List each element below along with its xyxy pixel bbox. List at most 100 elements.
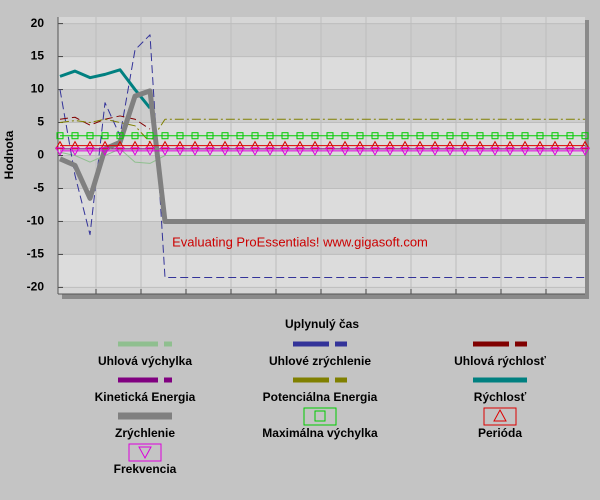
y-tick-label: -5 [33, 181, 44, 195]
marker [461, 132, 469, 140]
marker [190, 147, 200, 156]
legend-label: Maximálna výchylka [262, 426, 378, 440]
marker [341, 132, 349, 140]
marker [296, 132, 304, 140]
marker [221, 132, 229, 140]
legend-label: Potenciálna Energia [263, 390, 378, 404]
legend-label: Rýchlosť [474, 390, 527, 404]
marker [431, 132, 439, 140]
marker [401, 132, 409, 140]
marker [310, 147, 320, 156]
marker [490, 147, 500, 156]
marker [295, 140, 305, 150]
marker [116, 132, 124, 140]
marker [445, 140, 455, 150]
y-tick-label: 5 [37, 115, 44, 129]
y-tick-label: 0 [37, 148, 44, 162]
marker [446, 132, 454, 140]
marker [340, 140, 350, 150]
series-line [59, 115, 151, 130]
marker [311, 132, 319, 140]
y-tick-label: 20 [31, 16, 45, 30]
marker [475, 147, 485, 156]
marker [251, 132, 259, 140]
marker [356, 132, 364, 140]
marker [265, 140, 275, 150]
legend-marker [314, 410, 326, 422]
marker [340, 147, 350, 156]
legend-item: Maximálna výchylka [262, 407, 378, 440]
marker [70, 147, 80, 156]
marker [565, 140, 575, 150]
marker [205, 140, 215, 150]
y-tick-label: -15 [27, 247, 45, 261]
plot-area [55, 17, 590, 295]
marker [430, 140, 440, 150]
marker [280, 147, 290, 156]
marker [565, 147, 575, 156]
marker [161, 132, 169, 140]
marker [266, 132, 274, 140]
legend-item: Potenciálna Energia [263, 377, 378, 404]
legend-box [483, 407, 517, 426]
marker [520, 147, 530, 156]
marker [355, 147, 365, 156]
marker [460, 147, 470, 156]
series-line [59, 148, 585, 164]
marker [175, 147, 185, 156]
marker [235, 147, 245, 156]
marker [550, 140, 560, 150]
marker [160, 147, 170, 156]
marker [220, 140, 230, 150]
y-tick-label: -20 [27, 280, 45, 294]
marker [535, 147, 545, 156]
x-axis-label: Uplynulý čas [285, 317, 359, 331]
legend-label: Kinetická Energia [95, 390, 196, 404]
legend-label: Zrýchlenie [115, 426, 175, 440]
marker [326, 132, 334, 140]
y-tick-label: 15 [31, 49, 45, 63]
marker [535, 140, 545, 150]
marker [580, 140, 590, 150]
marker [506, 132, 514, 140]
legend-box [303, 407, 337, 426]
legend-item: Uhlová rýchlosť [454, 341, 546, 368]
marker [220, 147, 230, 156]
legend-label: Frekvencia [114, 462, 177, 476]
marker [160, 140, 170, 150]
marker [430, 147, 440, 156]
marker [130, 147, 140, 156]
marker [325, 147, 335, 156]
marker [145, 140, 155, 150]
legend-label: Uhlové zrýchlenie [269, 354, 371, 368]
marker [175, 140, 185, 150]
marker [566, 132, 574, 140]
legend-box [128, 443, 162, 462]
legend-item: Rýchlosť [473, 377, 527, 404]
marker [580, 147, 590, 156]
marker [176, 132, 184, 140]
legend-label: Perióda [478, 426, 522, 440]
y-tick-label: -10 [27, 214, 45, 228]
marker [521, 132, 529, 140]
marker [416, 132, 424, 140]
marker [325, 140, 335, 150]
marker [191, 132, 199, 140]
marker [505, 140, 515, 150]
marker [115, 140, 125, 150]
marker [206, 132, 214, 140]
y-tick-label: 10 [31, 82, 45, 96]
marker [385, 147, 395, 156]
marker [250, 147, 260, 156]
marker [146, 132, 154, 140]
marker [581, 132, 589, 140]
marker [70, 140, 80, 150]
marker [115, 147, 125, 156]
marker [56, 132, 64, 140]
marker [145, 147, 155, 156]
marker [460, 140, 470, 150]
marker [55, 140, 65, 150]
y-axis-label: Hodnota [2, 130, 16, 179]
